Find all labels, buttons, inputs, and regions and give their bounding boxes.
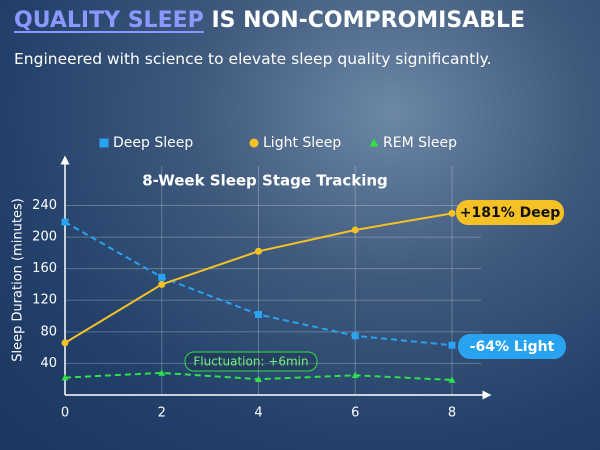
point <box>254 247 262 255</box>
x-tick-label: 0 <box>61 406 69 421</box>
point <box>448 376 456 383</box>
point <box>61 339 69 347</box>
headline: QUALITY SLEEP IS NON-COMPROMISABLE <box>14 8 525 33</box>
y-tick-label: 160 <box>32 261 57 276</box>
x-tick-label: 2 <box>158 406 166 421</box>
callout-text: -64% Light <box>470 339 555 355</box>
headline-rest: IS NON-COMPROMISABLE <box>211 8 526 33</box>
headline-highlight: QUALITY SLEEP <box>14 8 204 33</box>
y-tick-label: 120 <box>32 293 57 308</box>
callout-text: +181% Deep <box>460 205 561 221</box>
point <box>61 218 69 226</box>
annotation-pill <box>184 351 318 372</box>
tagline: Engineered with science to elevate sleep… <box>14 50 492 68</box>
point <box>351 332 359 340</box>
point <box>158 280 166 288</box>
point <box>61 374 69 381</box>
point <box>448 341 456 349</box>
y-axis-label: Sleep Duration (minutes) <box>11 198 26 362</box>
y-tick-label: 80 <box>40 324 57 339</box>
legend-marker <box>249 138 259 148</box>
point <box>351 226 359 234</box>
callout-pill <box>456 200 564 225</box>
x-tick-label: 8 <box>448 406 456 421</box>
point <box>448 209 456 217</box>
point <box>254 375 262 383</box>
legend-label: Light Sleep <box>263 135 341 151</box>
legend-marker <box>99 138 109 148</box>
callout-pill <box>458 334 566 359</box>
legend-marker <box>369 138 379 147</box>
x-tick-label: 6 <box>351 406 359 421</box>
legend-label: REM Sleep <box>383 135 457 151</box>
y-tick-label: 40 <box>40 356 57 371</box>
y-tick-label: 200 <box>32 230 57 245</box>
point <box>158 273 166 281</box>
point <box>254 310 262 318</box>
point <box>158 369 166 376</box>
x-tick-label: 4 <box>254 406 262 421</box>
y-tick-label: 240 <box>32 198 57 213</box>
annotation-text: Fluctuation: +6min <box>193 355 308 369</box>
point <box>351 371 359 379</box>
legend-label: Deep Sleep <box>113 135 193 151</box>
chart-title: 8-Week Sleep Stage Tracking <box>142 172 388 190</box>
